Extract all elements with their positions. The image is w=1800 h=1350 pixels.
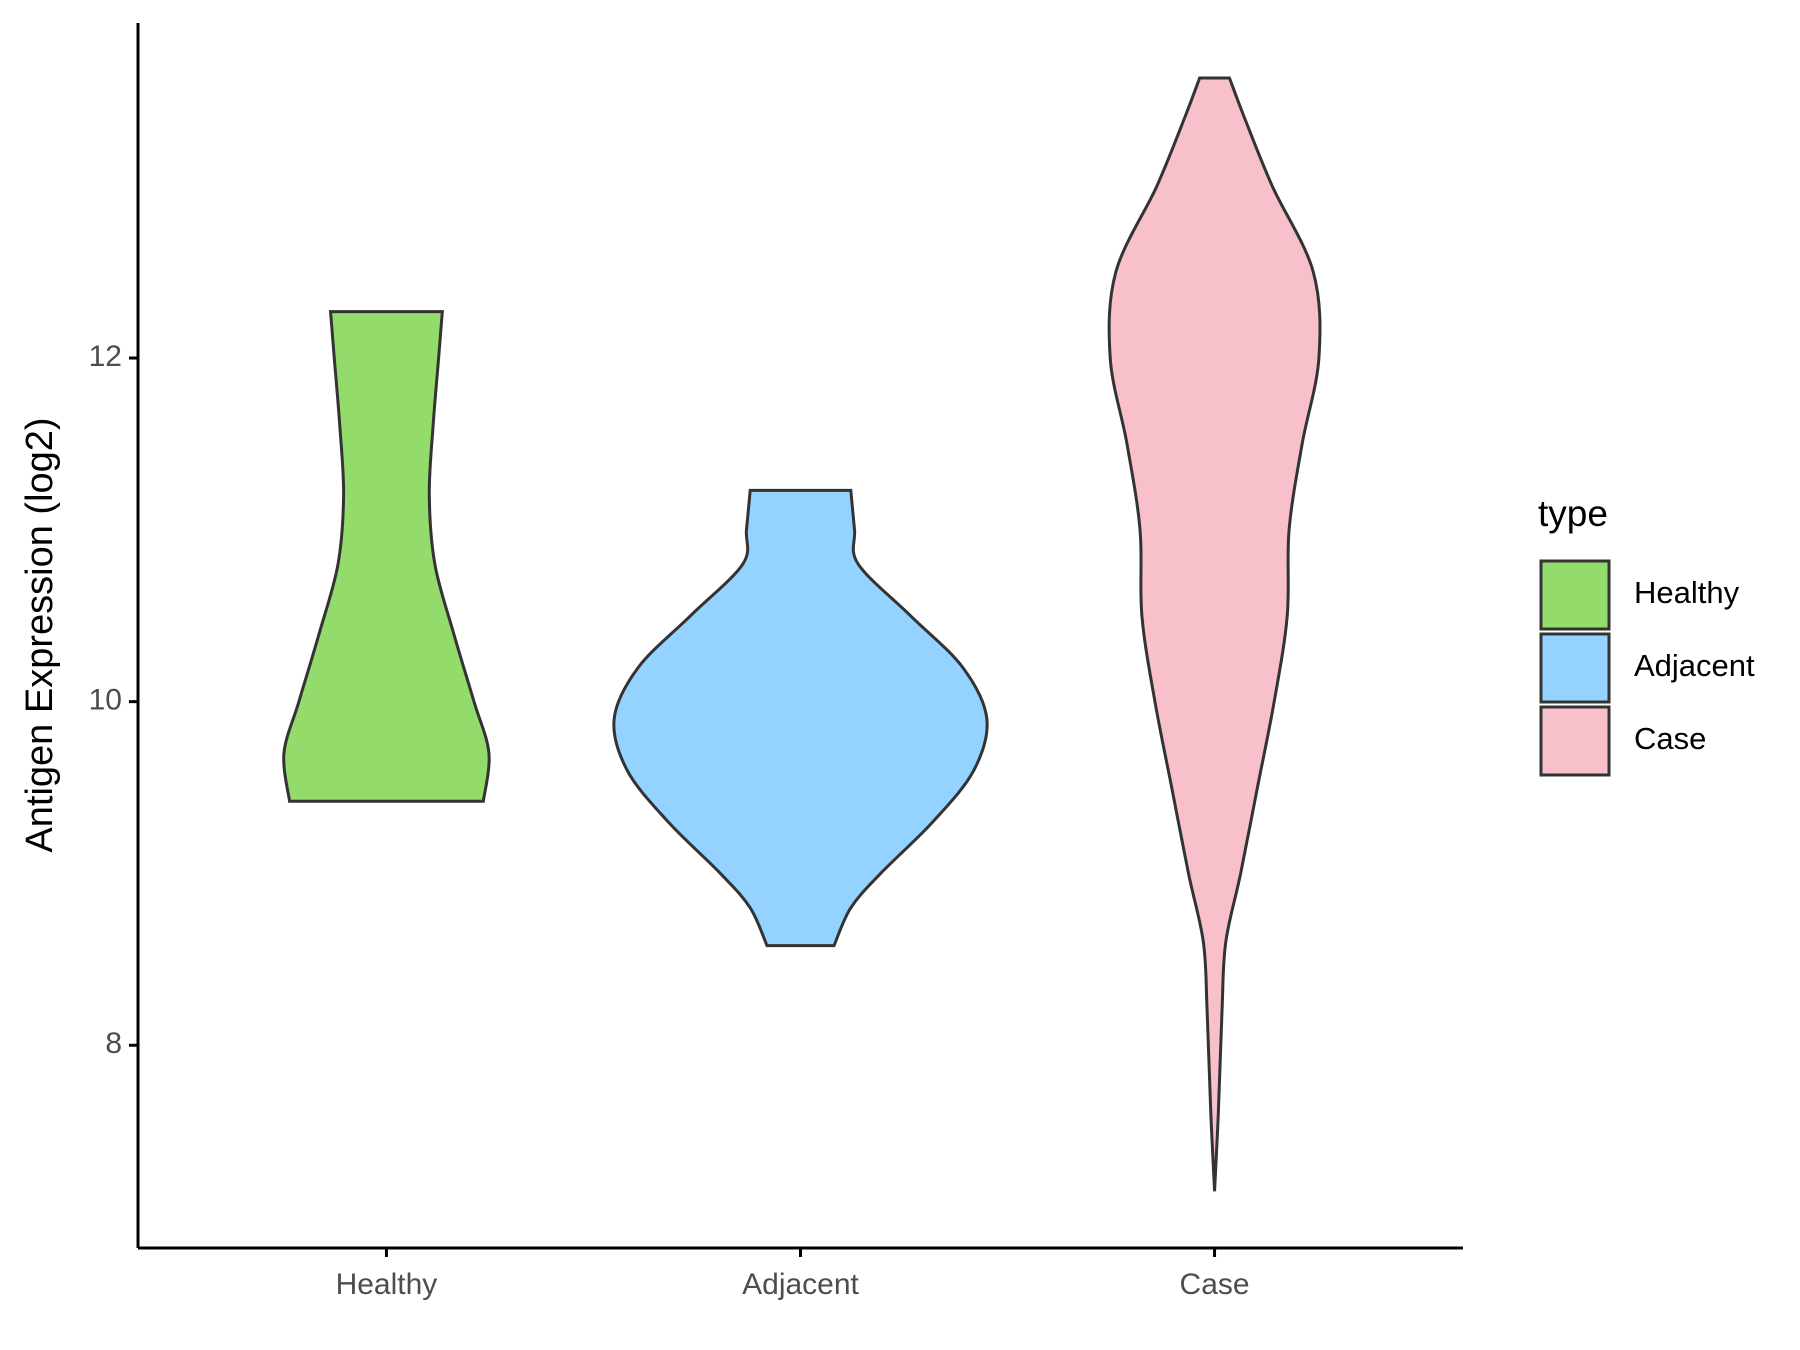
legend-key [1539, 632, 1611, 704]
legend-key [1539, 559, 1611, 631]
violin [612, 488, 989, 948]
violin [282, 310, 491, 803]
x-tick-label: Healthy [336, 1268, 438, 1301]
legend-label: Case [1634, 721, 1706, 756]
legend-label: Adjacent [1634, 648, 1755, 683]
y-axis-title: Antigen Expression (log2) [19, 417, 61, 852]
y-tick-label: 12 [89, 340, 122, 373]
legend-title: type [1538, 493, 1608, 534]
y-tick-label: 10 [89, 684, 122, 717]
x-tick-label: Case [1180, 1268, 1250, 1301]
violin [1107, 76, 1322, 1192]
legend-label: Healthy [1634, 575, 1740, 610]
x-tick-label: Adjacent [742, 1268, 859, 1301]
y-tick-label: 8 [105, 1027, 122, 1060]
legend-key [1539, 705, 1611, 777]
